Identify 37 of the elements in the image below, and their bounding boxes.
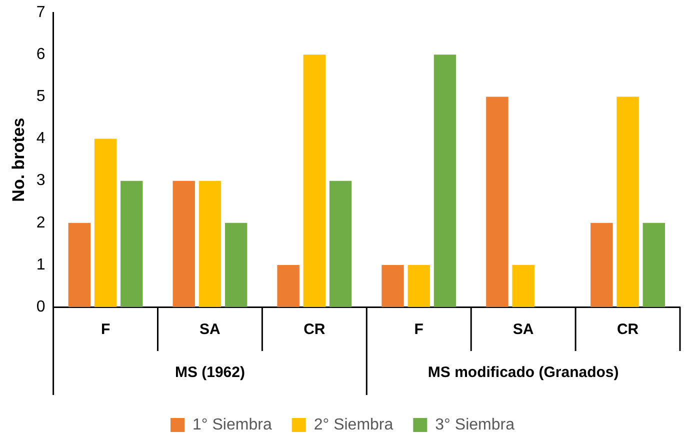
bar bbox=[68, 222, 91, 307]
bar bbox=[642, 222, 665, 307]
bar bbox=[172, 180, 195, 307]
bar bbox=[590, 222, 613, 307]
bar bbox=[120, 180, 143, 307]
text: MS modificado (Granados) bbox=[428, 364, 619, 382]
x-tick-label: F bbox=[100, 321, 110, 338]
y-tick-label: 1 bbox=[36, 256, 46, 274]
x-tick-label: CR bbox=[304, 321, 326, 338]
legend-label: 1° Siembra bbox=[192, 416, 272, 434]
y-tick-label: 0 bbox=[36, 298, 46, 316]
bar bbox=[434, 54, 456, 307]
x-tick-label: SA bbox=[512, 321, 534, 338]
bar bbox=[303, 54, 326, 307]
x-tick-label: CR bbox=[616, 321, 639, 338]
bar bbox=[224, 222, 248, 307]
legend-label: 2° Siembra bbox=[314, 416, 394, 434]
bar bbox=[408, 264, 430, 307]
bar bbox=[382, 264, 404, 307]
x-tick-label: F bbox=[414, 321, 424, 338]
x-tick-label: SA bbox=[200, 321, 221, 338]
bar bbox=[616, 96, 639, 307]
bar bbox=[512, 264, 534, 307]
bar bbox=[94, 138, 117, 307]
y-axis-title: No. brotes bbox=[8, 118, 28, 202]
bar bbox=[329, 180, 352, 307]
y-tick-label: 2 bbox=[36, 214, 46, 232]
y-tick-label: 4 bbox=[36, 130, 46, 148]
bar bbox=[277, 264, 300, 307]
y-tick-label: 5 bbox=[36, 88, 46, 106]
y-tick-label: 3 bbox=[36, 172, 46, 190]
y-tick-label: 7 bbox=[36, 4, 46, 22]
legend-label: 3° Siembra bbox=[435, 416, 515, 434]
bar bbox=[486, 96, 508, 307]
bar bbox=[198, 180, 222, 307]
y-tick-label: 6 bbox=[36, 46, 46, 64]
text: MS (1962) bbox=[174, 364, 245, 382]
